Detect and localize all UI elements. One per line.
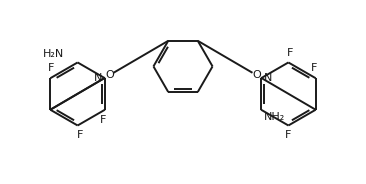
Text: N: N (264, 73, 272, 83)
Text: F: F (48, 63, 55, 73)
Text: O: O (252, 70, 261, 80)
Text: O: O (105, 70, 114, 80)
Text: F: F (76, 130, 83, 140)
Text: NH₂: NH₂ (264, 112, 285, 122)
Text: N: N (94, 73, 102, 83)
Text: F: F (287, 47, 294, 58)
Text: F: F (310, 63, 317, 73)
Text: H₂N: H₂N (42, 49, 64, 59)
Text: F: F (285, 130, 292, 140)
Text: F: F (100, 115, 106, 125)
